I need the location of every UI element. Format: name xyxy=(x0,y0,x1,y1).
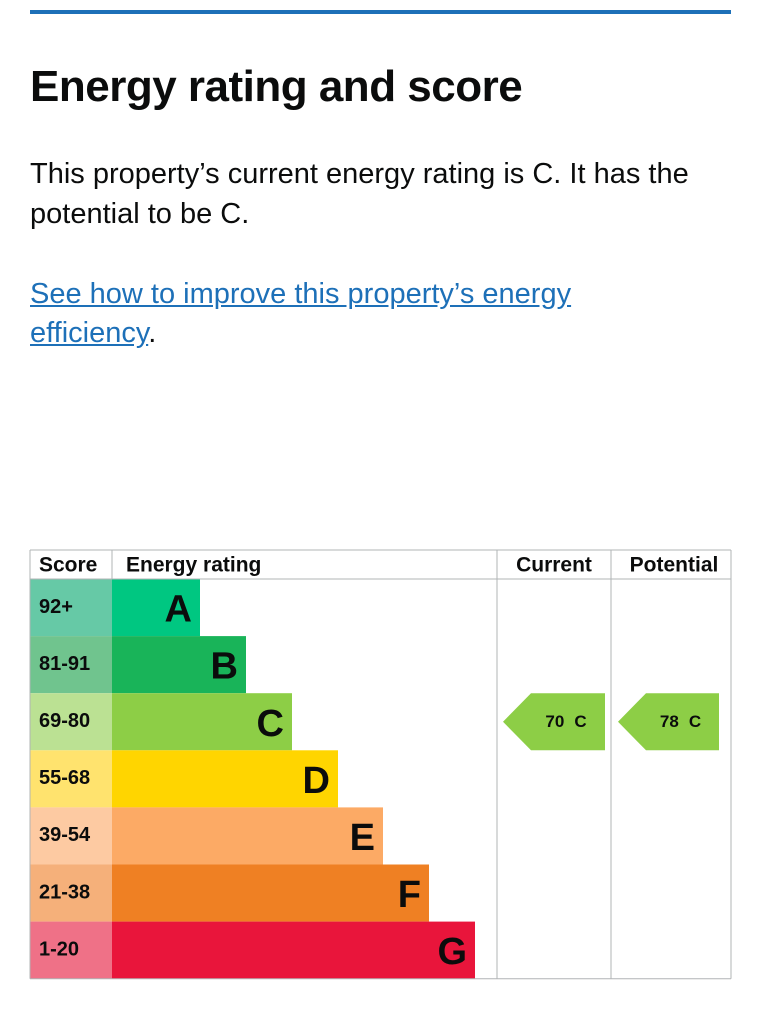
rating-bar xyxy=(112,750,338,808)
potential-score: 78 xyxy=(660,712,679,731)
score-label: 39-54 xyxy=(39,824,91,846)
score-cell xyxy=(30,750,112,808)
rating-letter: E xyxy=(350,817,375,859)
link-suffix: . xyxy=(148,317,157,349)
score-cell xyxy=(30,693,112,751)
current-rating: C xyxy=(574,712,586,731)
rating-bar xyxy=(112,864,429,922)
potential-arrow xyxy=(618,693,719,751)
score-label: 81-91 xyxy=(39,653,90,675)
potential-rating: C xyxy=(689,712,701,731)
score-cell xyxy=(30,807,112,865)
rating-letter: G xyxy=(437,931,467,973)
rating-letter: B xyxy=(211,646,238,688)
column-header: Score xyxy=(39,554,97,577)
column-header: Potential xyxy=(630,554,719,577)
rating-bar xyxy=(112,636,246,694)
score-label: 21-38 xyxy=(39,881,90,903)
rating-bar xyxy=(112,579,200,637)
score-label: 1-20 xyxy=(39,938,79,960)
potential-label: 78 C xyxy=(660,712,701,731)
rating-letter: A xyxy=(165,589,192,631)
rating-bar xyxy=(112,921,475,979)
rating-letter: D xyxy=(303,760,330,802)
score-cell xyxy=(30,579,112,637)
rating-bar xyxy=(112,693,292,751)
rating-letter: C xyxy=(257,703,284,745)
score-label: 92+ xyxy=(39,596,73,618)
score-cell xyxy=(30,864,112,922)
column-header: Current xyxy=(516,554,592,577)
current-score: 70 xyxy=(545,712,564,731)
current-label: 70 C xyxy=(545,712,586,731)
score-cell xyxy=(30,921,112,979)
page-title: Energy rating and score xyxy=(30,62,523,111)
top-rule xyxy=(30,10,731,14)
intro-text: This property’s current energy rating is… xyxy=(30,158,689,230)
score-cell xyxy=(30,636,112,694)
current-arrow xyxy=(503,693,605,751)
score-label: 55-68 xyxy=(39,767,90,789)
score-label: 69-80 xyxy=(39,710,90,732)
column-header: Energy rating xyxy=(126,554,261,577)
link-paragraph: See how to improve this property’s energ… xyxy=(30,275,650,353)
rating-letter: F xyxy=(398,874,421,916)
rating-bar xyxy=(112,807,383,865)
improve-link[interactable]: See how to improve this property’s energ… xyxy=(30,278,572,349)
